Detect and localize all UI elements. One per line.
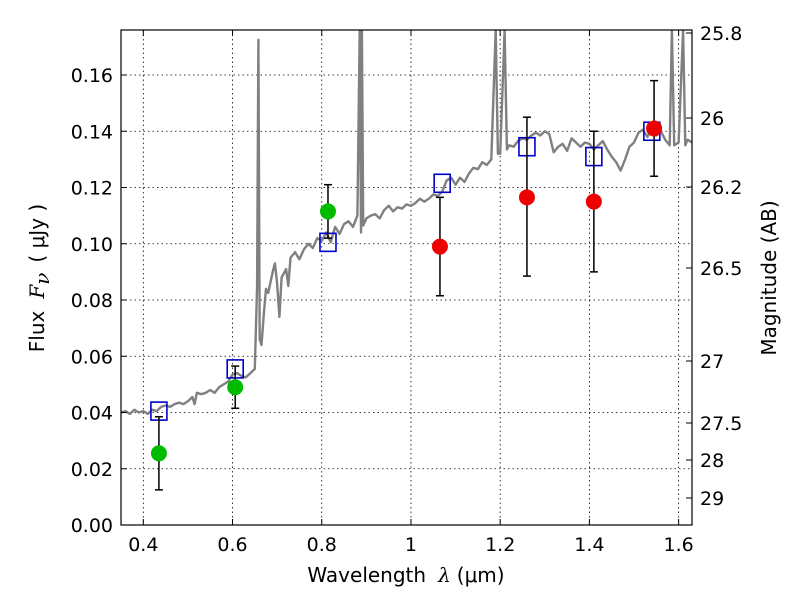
- y-axis-subscript: ν: [30, 273, 54, 285]
- template-spectrum-layer: [121, 30, 692, 416]
- x-axis-unit: (μm): [457, 563, 505, 587]
- magnitude-tick-label: 28: [700, 450, 724, 472]
- magnitude-tick-label: 29: [700, 488, 724, 510]
- magnitude-axis-label: Magnitude (AB): [757, 200, 781, 355]
- x-tick-label: 0.6: [217, 534, 247, 556]
- y-tick-label: 0.10: [71, 234, 113, 256]
- red-flux-point: [518, 189, 535, 206]
- photometry-markers: [150, 79, 663, 491]
- magnitude-tick-label: 27.5: [700, 413, 742, 435]
- magnitude-tick-label: 25.8: [700, 23, 742, 45]
- red-flux-point: [431, 238, 448, 255]
- magnitude-tick-label: 26.5: [700, 258, 742, 280]
- y-tick-label: 0.06: [71, 346, 113, 368]
- green-flux-point: [227, 379, 244, 396]
- x-tick-label: 0.8: [307, 534, 337, 556]
- magnitude-tick-label: 26: [700, 108, 724, 130]
- model-flux-square: [433, 173, 451, 194]
- axis-ticks: 0.4 0.6 0.8 1 1.2 1.4 1.6 0.00 0.02 0.04 0.06 0.08 0…: [71, 23, 743, 556]
- y-tick-label: 0.16: [71, 65, 113, 87]
- y-tick-label: 0.12: [71, 178, 113, 200]
- y-tick-label: 0.02: [71, 459, 113, 481]
- y-axis-unit: ( μJy ): [25, 204, 49, 263]
- x-tick-label: 1.2: [485, 534, 515, 556]
- red-flux-point: [585, 193, 602, 210]
- y-axis-label: FluxFν( μJy ): [25, 204, 54, 352]
- x-tick-label: 0.4: [128, 534, 158, 556]
- magnitude-tick-label: 27: [700, 351, 724, 373]
- x-tick-label: 1: [405, 534, 417, 556]
- green-flux-point: [150, 445, 167, 462]
- magnitude-tick-label: 26.2: [700, 177, 742, 199]
- x-tick-label: 1.6: [664, 534, 694, 556]
- x-tick-label: 1.4: [574, 534, 604, 556]
- y-tick-label: 0.04: [71, 403, 113, 425]
- y-tick-label: 0.00: [71, 515, 113, 537]
- x-axis-symbol: λ: [437, 563, 451, 587]
- y-axis-symbol: F: [25, 284, 49, 300]
- grid-lines: [121, 30, 692, 525]
- x-axis-label: Wavelength λ (μm): [307, 563, 504, 587]
- green-flux-point: [319, 203, 336, 220]
- plot-frame: [120, 29, 693, 526]
- y-tick-label: 0.08: [71, 290, 113, 312]
- template-spectrum-line: [121, 30, 692, 416]
- red-flux-point: [646, 120, 663, 137]
- y-tick-label: 0.14: [71, 121, 113, 143]
